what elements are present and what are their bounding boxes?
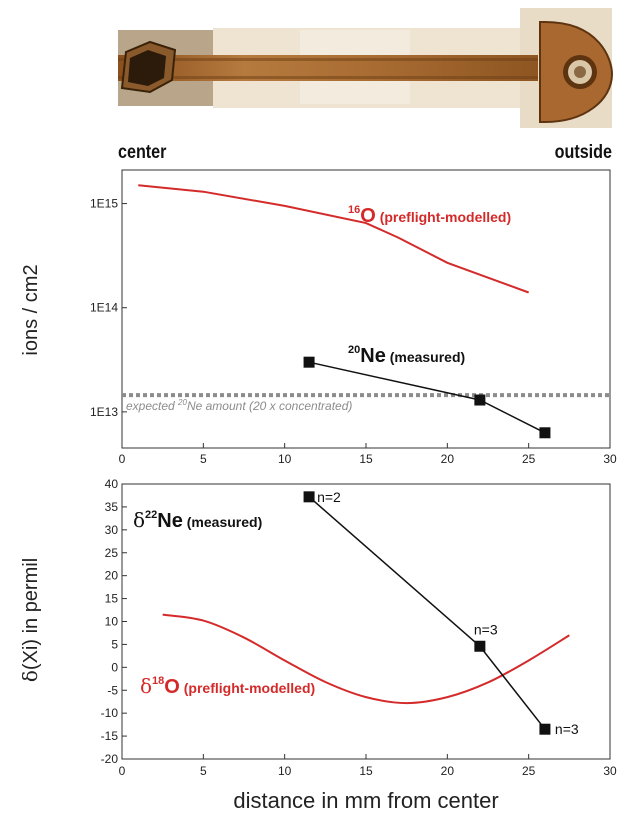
top-x-tick-label: 5 [200, 452, 207, 466]
top-series-o16-line [138, 184, 530, 294]
bottom-x-tick-label: 15 [359, 764, 373, 778]
bottom-y-tick-label: 0 [111, 660, 118, 674]
outside-label: outside [555, 141, 613, 163]
ne22-point-label: n=2 [317, 489, 341, 505]
ne20-label-tag: (measured) [386, 349, 465, 365]
top-y-axis-title: ions / cm2 [20, 264, 42, 355]
bottom-x-tick-label: 30 [603, 764, 617, 778]
center-label: center [118, 141, 167, 163]
bottom-x-tick-label: 25 [522, 764, 536, 778]
bottom-y-tick-label: 10 [105, 615, 119, 629]
top-x-tick-label: 30 [603, 452, 617, 466]
top-series-ne20-label: 20Ne (measured) [348, 344, 465, 367]
bottom-series-o18-label: δ18O (preflight-modelled) [140, 674, 315, 698]
o16-label-sup: 16 [348, 204, 360, 216]
o18-label-tag: (preflight-modelled) [180, 680, 315, 696]
top-series-o16-label: 16O (preflight-modelled) [348, 204, 511, 227]
ne22-label-sup: 22 [145, 509, 157, 521]
top-ne20-point [303, 356, 315, 368]
ne20-label-main: Ne [360, 345, 386, 367]
bottom-series-o18-curve [162, 613, 570, 705]
bottom-series-ne22-line [308, 496, 546, 730]
top-y-tick-label: 1E13 [90, 405, 118, 419]
top-y-tick-label: 1E15 [90, 197, 118, 211]
bottom-x-tick-label: 10 [278, 764, 292, 778]
bottom-series-ne22-label: δ22Ne (measured) [133, 508, 262, 532]
bottom-y-axis-rest: (Xi) in permil [20, 558, 42, 670]
o18-label-main: O [164, 676, 180, 698]
ne22-label-main: Ne [157, 510, 183, 532]
top-ne20-point [474, 394, 486, 406]
bottom-y-tick-label: 20 [105, 569, 119, 583]
ne22-label-delta: δ [133, 508, 145, 532]
bottom-ne22-point [474, 640, 486, 652]
ne20-label-sup: 20 [348, 344, 360, 356]
bottom-chart-panel: 40 35 30 25 20 15 10 5 0 -5 -10 -15 -20 0 5 10 15 20 25 30… [18, 477, 617, 778]
top-series-ne20-line [308, 361, 546, 434]
expected-ne-label: expected 20Ne amount (20 x concentrated) [126, 398, 352, 413]
top-x-tick-label: 0 [119, 452, 126, 466]
top-x-tick-label: 20 [441, 452, 455, 466]
bottom-y-tick-label: -10 [101, 706, 119, 720]
top-ne20-point [539, 427, 551, 439]
bottom-y-tick-label: 15 [105, 592, 119, 606]
expected-ne-label-prefix: expected [126, 399, 178, 413]
top-x-tick-label: 15 [359, 452, 373, 466]
top-x-tick-label: 10 [278, 452, 292, 466]
ne22-point-label: n=3 [555, 721, 579, 737]
bottom-y-axis-title: δ(Xi) in permil [18, 558, 42, 682]
bottom-y-tick-label: 25 [105, 546, 119, 560]
expected-ne-label-sup: 20 [177, 398, 187, 407]
ne22-point-label: n=3 [474, 621, 498, 637]
bottom-y-tick-label: 40 [105, 477, 119, 491]
expected-ne-label-rest: Ne amount (20 x concentrated) [187, 399, 352, 413]
bottom-y-tick-label: 5 [111, 637, 118, 651]
ne22-label-tag: (measured) [183, 514, 262, 530]
bottom-ne22-point [539, 723, 551, 735]
x-axis-title: distance in mm from center [233, 788, 498, 813]
sample-photo [118, 8, 614, 128]
bottom-x-tick-label: 5 [200, 764, 207, 778]
bottom-x-tick-label: 20 [441, 764, 455, 778]
bottom-y-tick-label: -15 [101, 729, 119, 743]
bottom-y-tick-label: -20 [101, 752, 119, 766]
top-x-tick-label: 25 [522, 452, 536, 466]
bottom-y-tick-label: 30 [105, 523, 119, 537]
bottom-y-tick-label: -5 [107, 683, 118, 697]
o18-label-delta: δ [140, 674, 152, 698]
bottom-y-axis-delta: δ [18, 670, 42, 682]
o16-label-tag: (preflight-modelled) [376, 209, 511, 225]
o18-label-sup: 18 [152, 675, 164, 687]
bottom-ne22-point [303, 491, 315, 503]
o16-label-main: O [360, 205, 376, 227]
top-y-tick-label: 1E14 [90, 301, 118, 315]
bottom-y-tick-label: 35 [105, 500, 119, 514]
bottom-x-tick-label: 0 [119, 764, 126, 778]
